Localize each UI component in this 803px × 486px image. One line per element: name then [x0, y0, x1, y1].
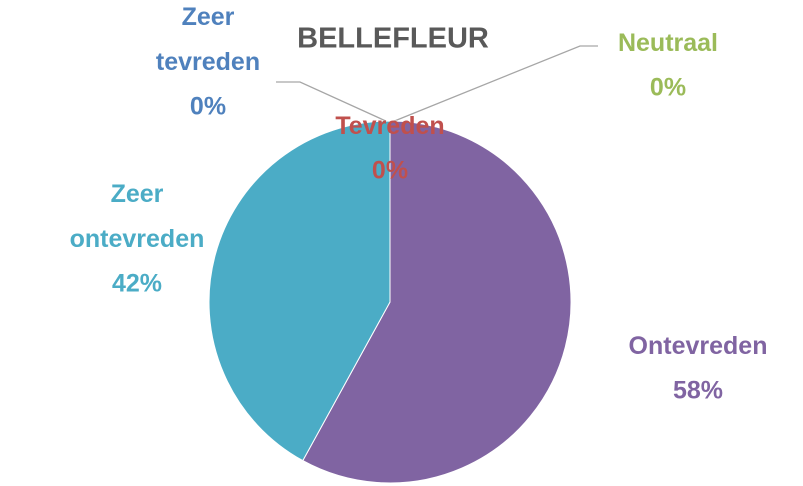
value-label: 58% [673, 377, 723, 405]
leader-line [391, 45, 598, 123]
value-label: 42% [112, 270, 162, 298]
pie-slice [302, 120, 572, 484]
category-label: Zeer tevreden [156, 3, 260, 76]
pie-slice [208, 120, 391, 462]
chart-title: BELLEFLEUR [297, 23, 489, 55]
value-label: 0% [190, 93, 226, 121]
value-label: 0% [650, 74, 686, 102]
category-label: Tevreden [335, 112, 444, 140]
leader-line [276, 81, 389, 123]
pie [208, 120, 572, 484]
value-label: 0% [372, 157, 408, 185]
category-label: Zeer ontevreden [70, 180, 205, 253]
category-label: Neutraal [618, 29, 718, 57]
category-label: Ontevreden [629, 332, 768, 360]
